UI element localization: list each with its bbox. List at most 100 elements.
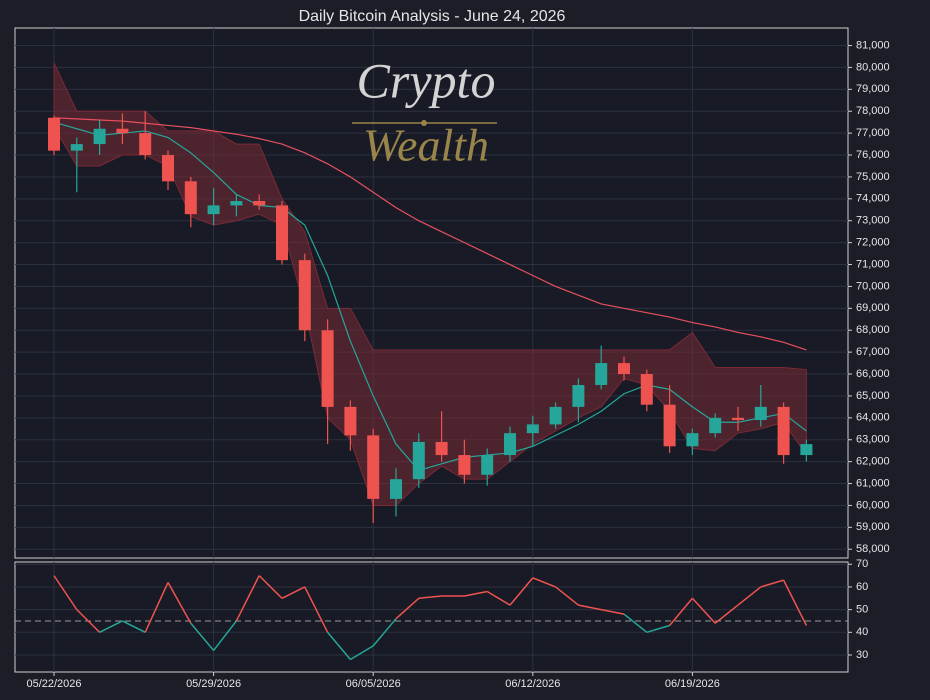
y-tick-label: 69,000 — [856, 302, 890, 314]
rsi-segment — [532, 577, 556, 588]
y-tick-label: 81,000 — [856, 39, 890, 51]
candle-body — [709, 417, 722, 434]
candle-body — [686, 433, 699, 447]
candle-body — [230, 201, 243, 206]
y-tick-label: 75,000 — [856, 171, 890, 183]
y-tick-label: 50 — [856, 604, 868, 616]
candle-body — [481, 455, 494, 475]
candle-body — [276, 205, 288, 261]
candle-body — [526, 424, 539, 434]
candle-body — [800, 444, 813, 456]
moving-average — [53, 121, 807, 472]
rsi-segment — [53, 575, 78, 611]
watermark-bottom: Wealth — [363, 120, 489, 171]
candle-body — [93, 128, 106, 145]
y-tick-label: 80,000 — [856, 61, 890, 73]
candle-body — [207, 205, 220, 215]
rsi-segment — [327, 631, 351, 661]
rsi-segment — [144, 582, 169, 633]
y-tick-label: 76,000 — [856, 149, 890, 161]
rsi-segment — [669, 597, 693, 626]
x-tick-label: 06/05/2026 — [346, 678, 401, 690]
y-tick-label: 59,000 — [856, 521, 890, 533]
rsi-segment — [76, 609, 101, 633]
candle-body — [344, 406, 357, 436]
candle-body — [48, 117, 60, 151]
candle-body — [184, 181, 197, 215]
rsi-segment — [760, 579, 784, 588]
x-tick-label: 05/22/2026 — [26, 678, 81, 690]
candle-body — [116, 128, 129, 134]
rsi-segment — [190, 622, 215, 651]
rsi-segment — [235, 575, 260, 622]
rsi-segment — [601, 608, 625, 615]
moving-average — [53, 117, 807, 351]
y-tick-label: 67,000 — [856, 346, 890, 358]
candle-body — [640, 374, 653, 405]
chart-title: Daily Bitcoin Analysis - June 24, 2026 — [299, 8, 566, 25]
rsi-segment — [122, 620, 146, 633]
rsi-segment — [258, 575, 283, 599]
rsi-segment — [486, 590, 511, 606]
candle-body — [139, 133, 152, 156]
rsi-segment — [213, 620, 237, 651]
rsi-segment — [281, 586, 306, 599]
candle-body — [162, 155, 174, 182]
y-tick-label: 73,000 — [856, 215, 890, 227]
y-tick-label: 72,000 — [856, 237, 890, 249]
y-tick-label: 79,000 — [856, 83, 890, 95]
candle-body — [663, 404, 676, 447]
y-tick-label: 60,000 — [856, 499, 890, 511]
rsi-segment — [578, 604, 602, 611]
rsi-segment — [737, 586, 762, 606]
y-tick-label: 65,000 — [856, 390, 890, 402]
candle-body — [504, 433, 516, 456]
candle-body — [618, 363, 630, 375]
x-tick-label: 06/19/2026 — [665, 678, 720, 690]
rsi-segment — [99, 620, 123, 633]
watermark: Crypto Wealth — [352, 52, 497, 171]
y-tick-label: 74,000 — [856, 193, 890, 205]
x-tick-label: 06/12/2026 — [505, 678, 560, 690]
rsi-segment — [646, 624, 670, 634]
candle-body — [321, 330, 334, 407]
y-tick-label: 62,000 — [856, 456, 890, 468]
rsi-segment — [623, 613, 648, 633]
candle-body — [435, 441, 448, 456]
y-tick-label: 71,000 — [856, 258, 890, 270]
y-tick-label: 30 — [856, 649, 868, 661]
y-tick-label: 58,000 — [856, 543, 890, 555]
x-tick-label: 05/29/2026 — [186, 678, 241, 690]
y-tick-label: 64,000 — [856, 412, 890, 424]
y-tick-label: 77,000 — [856, 127, 890, 139]
rsi-segment — [714, 604, 739, 624]
candle-body — [253, 201, 266, 206]
y-tick-label: 70 — [856, 558, 868, 570]
candle-body — [572, 384, 585, 407]
candle-body — [754, 406, 767, 421]
y-tick-label: 66,000 — [856, 368, 890, 380]
rsi-segment — [691, 597, 716, 624]
rsi-segment — [782, 579, 808, 626]
candle-body — [549, 406, 562, 425]
rsi-segment — [509, 577, 534, 606]
y-tick-label: 63,000 — [856, 434, 890, 446]
candle-body — [777, 406, 790, 456]
rsi-segment — [167, 582, 192, 624]
rsi-segment — [395, 597, 420, 620]
y-tick-label: 61,000 — [856, 477, 890, 489]
candle-body — [595, 363, 608, 385]
watermark-top: Crypto — [357, 52, 496, 108]
y-tick-label: 70,000 — [856, 280, 890, 292]
candle-body — [367, 435, 380, 499]
rsi-segment — [418, 595, 442, 600]
y-tick-label: 78,000 — [856, 105, 890, 117]
candle-body — [70, 144, 83, 151]
rsi-segment — [350, 645, 374, 661]
candle-body — [732, 417, 744, 421]
rsi-segment — [464, 590, 488, 597]
candle-body — [412, 441, 425, 480]
rsi-segment — [304, 586, 329, 633]
candle-body — [298, 260, 311, 331]
